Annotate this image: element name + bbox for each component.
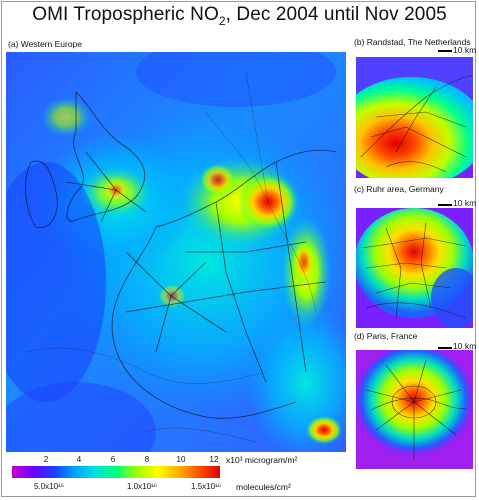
colorbar-top-tick: 6: [110, 455, 116, 464]
colorbar-bottom-unit: molecules/cm²: [236, 482, 291, 492]
panel-c-scale-label: 10 km: [453, 198, 477, 208]
panel-c-scale-bar: [438, 204, 452, 206]
western-europe-no2-field: [6, 52, 346, 452]
paris-no2-field: [356, 350, 473, 469]
figure-title: OMI Tropospheric NO2, Dec 2004 until Nov…: [32, 4, 447, 28]
panel-b-scale-label: 10 km: [453, 45, 477, 55]
paris-map: [356, 350, 473, 469]
ruhr-area-no2-field: [356, 208, 473, 328]
colorbar: [12, 466, 220, 478]
colorbar-top-unit: x10³ microgram/m²: [226, 455, 298, 465]
colorbar-bottom-tick: 5.0x10¹⁵: [34, 482, 64, 491]
panel-d-scale-bar: [438, 347, 452, 349]
randstad-no2-field: [356, 57, 473, 178]
panel-b-scale-bar: [438, 50, 452, 52]
panel-c-label: (c) Ruhr area, Germany: [354, 184, 444, 194]
randstad-map: [356, 57, 473, 178]
panel-d-scale-label: 10 km: [453, 341, 477, 351]
western-europe-map: [6, 52, 346, 452]
colorbar-top-tick: 10: [176, 455, 186, 464]
colorbar-bottom-tick: 1.0x10¹⁶: [127, 482, 157, 491]
colorbar-bottom-tick: 1.5x10¹⁶: [191, 482, 221, 491]
colorbar-top-tick: 12: [209, 455, 219, 464]
ruhr-area-map: [356, 208, 473, 328]
panel-d-label: (d) Paris, France: [354, 331, 418, 341]
colorbar-top-tick: 4: [76, 455, 82, 464]
colorbar-top-tick: 2: [43, 455, 49, 464]
panel-a-label: (a) Western Europe: [8, 39, 83, 49]
colorbar-top-tick: 8: [144, 455, 150, 464]
panel-b-label: (b) Randstad, The Netherlands: [354, 37, 471, 47]
